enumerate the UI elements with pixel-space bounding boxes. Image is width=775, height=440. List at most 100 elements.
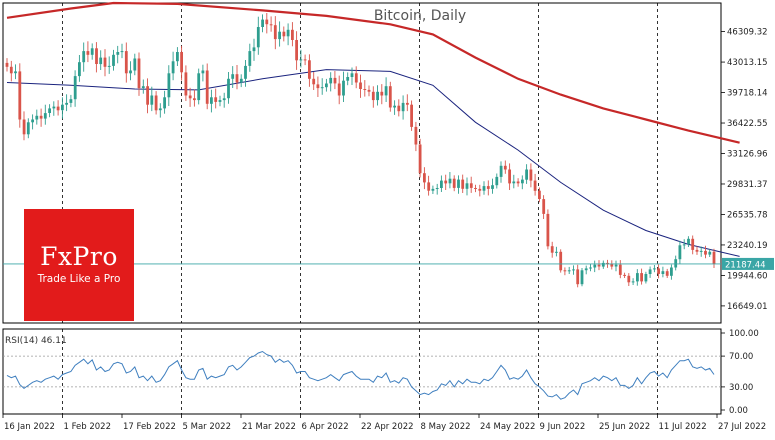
candle-up [495,176,499,186]
date-axis-label: 11 Jul 2022 [659,422,707,432]
candle-up [26,122,30,135]
candle-up [69,99,73,103]
candle-down [486,186,490,189]
candle-down [452,178,456,188]
candle-down [388,86,392,108]
date-axis-label: 1 Feb 2022 [64,422,112,432]
candle-down [529,169,533,181]
candle-up [431,188,435,191]
rsi-line [6,350,715,400]
candle-up [248,51,252,66]
candle-up [82,51,86,63]
candle-down [124,51,128,74]
candle-down [154,95,158,111]
candle-up [342,80,345,96]
candle-down [295,40,298,61]
candle-down [146,86,149,105]
candle-down [137,58,141,89]
candle-up [465,183,469,189]
candle-down [22,119,26,135]
candle-down [563,270,567,272]
candle-down [423,173,426,183]
candles-layer [5,13,716,288]
candle-up [670,267,673,276]
candle-down [180,52,183,73]
candle-down [461,179,465,189]
candle-up [521,179,524,184]
rsi-axis-label: 100.00 [729,329,759,339]
candle-up [176,52,179,62]
candle-up [218,100,222,102]
candle-down [193,98,196,101]
candle-down [5,62,9,67]
candle-up [239,78,243,83]
candle-up [580,270,584,285]
candle-down [56,106,60,111]
date-axis-label: 27 Jul 2022 [718,422,766,432]
date-axis-label: 8 May 2022 [421,422,471,432]
candle-up [252,47,256,52]
candle-down [214,97,218,102]
candle-down [597,264,601,267]
candle-up [167,73,171,98]
candle-up [278,31,281,40]
candle-down [265,19,269,25]
candle-down [103,57,107,67]
candle-down [95,48,98,64]
candle-up [435,188,439,189]
candle-up [674,259,678,268]
candle-down [559,251,563,271]
candle-down [469,183,473,188]
candle-up [440,180,443,188]
candle-up [384,86,388,96]
candle-down [337,83,341,96]
candle-down [397,105,401,112]
candle-up [682,244,686,246]
candle-down [184,72,188,96]
rsi-panel-frame [2,328,722,415]
price-axis-label: 36422.55 [727,119,768,129]
candle-down [657,268,660,274]
price-axis-label: 39718.14 [727,89,768,99]
candle-up [525,169,528,180]
candle-up [256,27,260,48]
candle-up [116,52,120,55]
candle-up [601,262,605,267]
candle-up [48,108,51,113]
fxpro-logo-box: FxPro Trade Like a Pro [24,209,134,321]
candle-up [589,267,592,269]
candle-down [576,269,580,285]
candle-down [695,249,699,252]
candle-down [533,180,537,191]
candle-up [350,73,354,77]
candle-up [631,281,635,283]
candle-down [308,60,311,79]
candle-up [286,29,290,37]
candle-down [235,74,239,83]
candle-up [393,105,396,108]
fxpro-logo-text: FxPro [40,242,118,271]
candle-up [73,76,77,100]
candle-up [708,251,712,255]
candle-up [325,83,328,88]
date-axis-label: 6 Apr 2022 [302,422,349,432]
candle-down [316,84,320,89]
candle-up [14,71,17,74]
last-price-badge [722,257,774,270]
candle-up [163,97,166,109]
candle-up [129,70,132,74]
candle-up [31,119,34,123]
candle-up [120,51,124,53]
candle-down [354,73,358,83]
candle-up [567,270,571,272]
rsi-label: RSI(14) 46.11 [5,336,67,346]
candle-down [704,250,707,255]
candle-up [112,54,115,66]
moving-average-slow-line [6,1,740,144]
candle-down [418,144,422,174]
candle-up [210,97,213,104]
candle-down [627,275,631,283]
candle-down [623,274,626,276]
candle-down [380,91,384,96]
candle-up [99,57,103,65]
